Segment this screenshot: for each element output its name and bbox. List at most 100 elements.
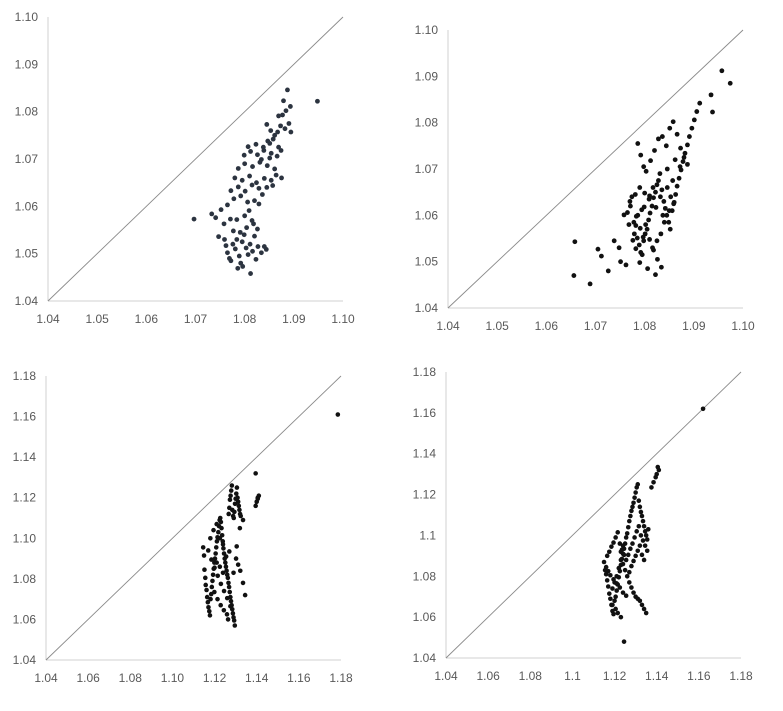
scatter-point <box>647 237 652 242</box>
scatter-point <box>614 573 619 579</box>
chart-panel-3: 1.04 1.06 1.08 1.10 1.12 1.14 1.16 1.18 1.04 1.06… <box>13 369 353 685</box>
scatter-point <box>611 577 616 582</box>
scatter-point <box>228 603 233 609</box>
scatter-point <box>239 239 245 245</box>
scatter-point <box>245 199 251 205</box>
scatter-point <box>670 119 676 125</box>
scatter-point <box>232 509 237 515</box>
scatter-point <box>641 164 647 170</box>
scatter-point <box>621 212 627 218</box>
scatter-point <box>636 498 642 504</box>
x-tick-label: 1.06 <box>535 319 559 333</box>
scatter-point <box>234 485 240 490</box>
scatter-points <box>601 406 706 644</box>
scatter-point <box>225 575 231 581</box>
scatter-point <box>279 175 284 181</box>
scatter-point <box>244 225 250 231</box>
scatter-point <box>633 553 638 559</box>
scatter-point <box>232 246 238 252</box>
scatter-point <box>278 148 284 153</box>
x-tick-label: 1.16 <box>287 671 311 685</box>
scatter-point <box>618 557 624 563</box>
x-tick-label: 1.04 <box>36 312 60 326</box>
scatter-point <box>275 129 281 135</box>
y-tick-label: 1.08 <box>15 105 39 119</box>
scatter-point <box>230 241 236 247</box>
scatter-point <box>611 540 616 545</box>
scatter-point <box>607 549 612 555</box>
scatter-point <box>625 210 630 215</box>
scatter-point <box>682 150 688 156</box>
scatter-point <box>630 237 636 243</box>
scatter-point <box>615 610 621 616</box>
scatter-point <box>232 175 238 181</box>
scatter-point <box>644 537 650 542</box>
scatter-point <box>235 562 241 567</box>
scatter-point <box>604 553 610 559</box>
scatter-point <box>623 535 629 540</box>
scatter-point <box>208 596 213 602</box>
scatter-point <box>654 471 660 477</box>
x-tick-label: 1.05 <box>485 319 509 333</box>
scatter-point <box>667 125 673 131</box>
scatter-point <box>228 188 234 194</box>
scatter-point <box>655 256 660 262</box>
scatter-point <box>200 545 206 550</box>
scatter-point <box>642 190 648 196</box>
scatter-point <box>250 248 255 254</box>
x-tick-label: 1.07 <box>584 319 608 333</box>
scatter-point <box>212 565 217 570</box>
scatter-point <box>221 608 227 613</box>
scatter-point <box>217 515 223 521</box>
scatter-point <box>265 138 271 144</box>
scatter-point <box>228 598 234 604</box>
scatter-point <box>664 212 670 218</box>
scatter-point <box>264 185 270 190</box>
scatter-point <box>256 201 262 207</box>
scatter-point <box>689 125 695 131</box>
scatter-point <box>603 564 609 570</box>
scatter-point <box>685 142 690 148</box>
scatter-point <box>635 548 641 554</box>
scatter-point <box>226 584 232 590</box>
scatter-point <box>210 578 215 584</box>
x-tick-label: 1.04 <box>434 669 458 683</box>
scatter-point <box>235 184 241 190</box>
scatter-point <box>666 208 672 214</box>
scatter-point <box>211 527 216 533</box>
scatter-point <box>222 237 227 242</box>
scatter-point <box>228 216 233 222</box>
scatter-point <box>218 207 224 213</box>
scatter-point <box>608 572 613 578</box>
scatter-point <box>687 134 692 139</box>
scatter-point <box>620 543 626 548</box>
scatter-point <box>227 589 233 595</box>
scatter-point <box>206 604 211 610</box>
scatter-point <box>272 132 278 138</box>
x-tick-label: 1.18 <box>329 671 353 685</box>
scatter-point <box>209 211 215 217</box>
scatter-point <box>641 523 647 529</box>
scatter-point <box>643 168 649 174</box>
reference-line <box>447 29 744 309</box>
scatter-point <box>632 495 637 500</box>
scatter-point <box>639 252 645 258</box>
scatter-point <box>234 237 240 242</box>
scatter-point <box>253 141 259 147</box>
scatter-point <box>642 543 648 548</box>
y-tick-label: 1.05 <box>15 247 39 261</box>
scatter-point <box>685 161 690 167</box>
y-tick-label: 1.09 <box>415 69 439 83</box>
x-tick-label: 1.08 <box>633 319 657 333</box>
scatter-point <box>633 246 639 252</box>
scatter-point <box>653 272 658 278</box>
scatter-point <box>641 238 647 244</box>
scatter-point <box>631 590 636 595</box>
scatter-point <box>670 178 676 183</box>
scatter-points <box>200 412 341 628</box>
scatter-point <box>258 157 264 162</box>
scatter-point <box>657 171 663 177</box>
y-tick-label: 1.18 <box>413 365 437 379</box>
scatter-point <box>242 592 248 598</box>
scatter-point <box>637 543 643 548</box>
